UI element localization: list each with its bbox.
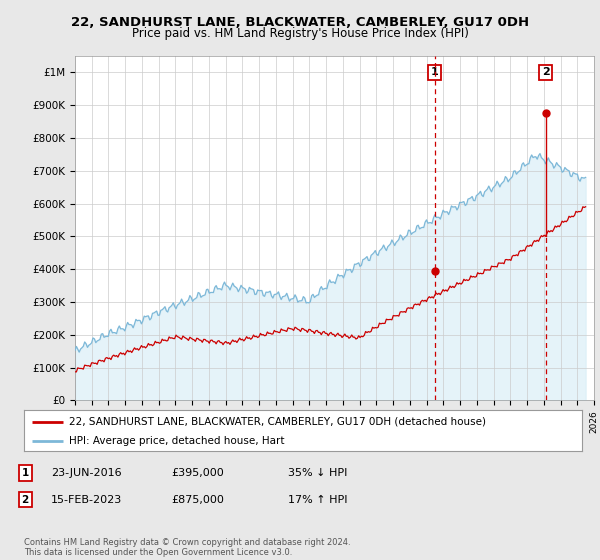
Text: 17% ↑ HPI: 17% ↑ HPI [288, 494, 347, 505]
Text: HPI: Average price, detached house, Hart: HPI: Average price, detached house, Hart [68, 436, 284, 446]
Text: 22, SANDHURST LANE, BLACKWATER, CAMBERLEY, GU17 0DH (detached house): 22, SANDHURST LANE, BLACKWATER, CAMBERLE… [68, 417, 485, 427]
Text: 22, SANDHURST LANE, BLACKWATER, CAMBERLEY, GU17 0DH: 22, SANDHURST LANE, BLACKWATER, CAMBERLE… [71, 16, 529, 29]
Text: £875,000: £875,000 [171, 494, 224, 505]
Text: Price paid vs. HM Land Registry's House Price Index (HPI): Price paid vs. HM Land Registry's House … [131, 27, 469, 40]
Text: 35% ↓ HPI: 35% ↓ HPI [288, 468, 347, 478]
Text: 2: 2 [542, 67, 550, 77]
Text: 1: 1 [431, 67, 439, 77]
Text: £395,000: £395,000 [171, 468, 224, 478]
Text: 23-JUN-2016: 23-JUN-2016 [51, 468, 122, 478]
Text: 1: 1 [22, 468, 29, 478]
Text: Contains HM Land Registry data © Crown copyright and database right 2024.
This d: Contains HM Land Registry data © Crown c… [24, 538, 350, 557]
Text: 15-FEB-2023: 15-FEB-2023 [51, 494, 122, 505]
Text: 2: 2 [22, 494, 29, 505]
